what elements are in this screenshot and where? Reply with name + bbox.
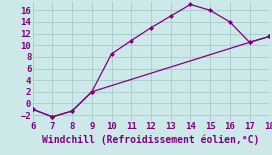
X-axis label: Windchill (Refroidissement éolien,°C): Windchill (Refroidissement éolien,°C) bbox=[42, 134, 260, 145]
